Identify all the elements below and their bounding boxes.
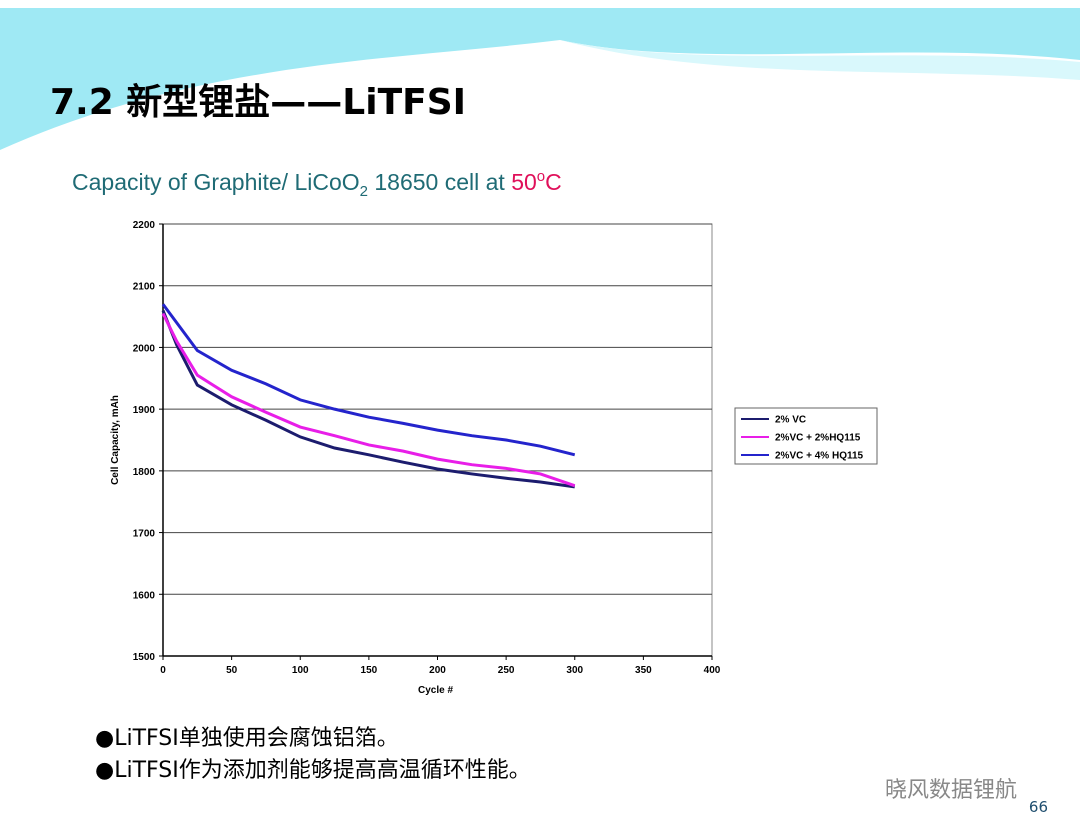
page-number: 66 xyxy=(1029,798,1048,816)
x-tick-label: 150 xyxy=(361,665,378,676)
chart: 1500 1600 1700 1800 1900 2000 2100 2200 0 50 100 15… xyxy=(110,220,878,696)
x-axis-label: Cycle # xyxy=(418,685,453,696)
title-part: 18650 cell at xyxy=(368,169,511,195)
series-line xyxy=(161,312,576,488)
title-part: C xyxy=(545,169,562,195)
header-wave xyxy=(0,8,1080,150)
x-tick-label: 50 xyxy=(226,665,238,676)
y-tick-label: 1900 xyxy=(133,405,156,416)
slide-title: 7.2 新型锂盐——LiTFSI xyxy=(50,82,466,123)
title-part: Capacity of Graphite/ LiCoO xyxy=(72,169,360,195)
y-tick-label: 1500 xyxy=(133,652,156,663)
x-tick-label: 300 xyxy=(566,665,583,676)
bullet: ●LiTFSI单独使用会腐蚀铝箔。 xyxy=(95,726,399,751)
y-tick-label: 2100 xyxy=(133,282,156,293)
series-line xyxy=(161,309,575,489)
legend-label: 2% VC xyxy=(775,415,806,426)
y-tick-label: 1600 xyxy=(133,590,156,601)
watermark: 晓风数据锂航 xyxy=(885,778,1017,803)
y-tick-label: 1800 xyxy=(133,467,156,478)
x-tick-label: 400 xyxy=(704,665,721,676)
x-tick-label: 250 xyxy=(498,665,515,676)
y-tick-label: 1700 xyxy=(133,529,156,540)
y-tick-label: 2000 xyxy=(133,343,156,354)
x-tick-label: 0 xyxy=(160,665,166,676)
x-tick-label: 100 xyxy=(292,665,309,676)
title-part: o xyxy=(537,168,545,185)
plot-area xyxy=(162,223,713,657)
title-part: 2 xyxy=(360,183,368,200)
header-wave-light xyxy=(560,40,1080,80)
title-part: 50 xyxy=(511,169,537,195)
legend-label: 2%VC + 4% HQ115 xyxy=(775,451,864,462)
bullet: ●LiTFSI作为添加剂能够提高高温循环性能。 xyxy=(95,758,531,783)
x-tick-label: 200 xyxy=(429,665,446,676)
x-tick-label: 350 xyxy=(635,665,652,676)
series-line xyxy=(161,303,576,457)
chart-title: Capacity of Graphite/ LiCoO2 18650 cell … xyxy=(72,168,562,200)
y-axis-label: Cell Capacity, mAh xyxy=(110,395,121,485)
y-tick-label: 2200 xyxy=(133,220,156,231)
legend-label: 2%VC + 2%HQ115 xyxy=(775,433,861,444)
